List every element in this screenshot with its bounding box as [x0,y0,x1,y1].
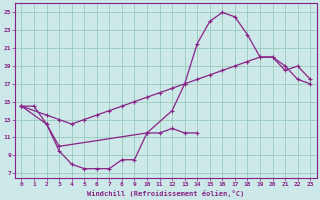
X-axis label: Windchill (Refroidissement éolien,°C): Windchill (Refroidissement éolien,°C) [87,190,244,197]
